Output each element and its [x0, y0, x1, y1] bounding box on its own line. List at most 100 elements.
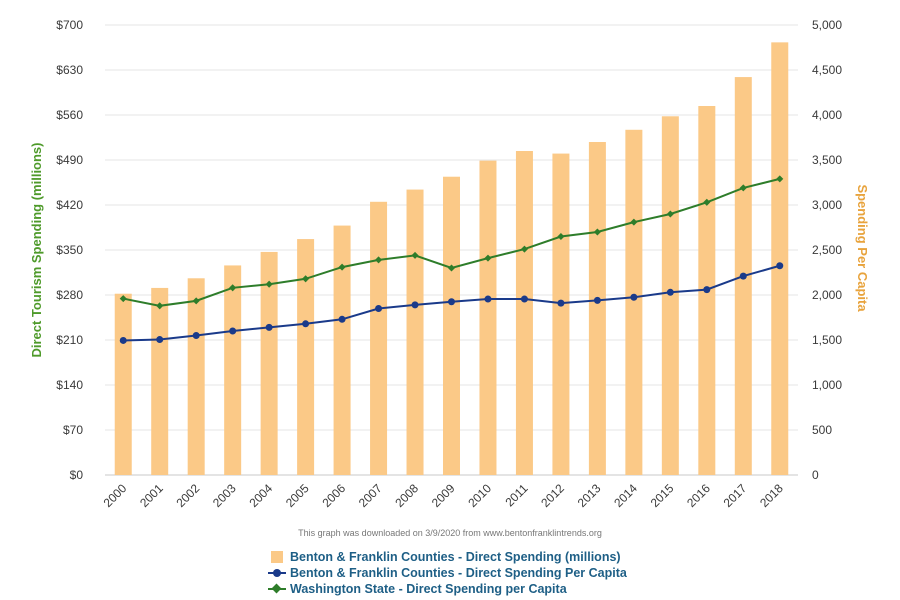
county-per-capita-point[interactable]	[776, 262, 784, 270]
x-tick-label: 2008	[392, 481, 421, 510]
county-per-capita-point[interactable]	[593, 296, 601, 304]
bar[interactable]	[479, 160, 497, 475]
state-per-capita-point[interactable]	[447, 264, 456, 272]
right-tick-label: 2,000	[812, 288, 842, 302]
x-tick-label: 2009	[429, 481, 458, 510]
state-per-capita-point[interactable]	[703, 198, 711, 206]
x-tick-label: 2005	[283, 481, 312, 510]
x-tick-label: 2011	[502, 481, 530, 509]
legend: Benton & Franklin Counties - Direct Spen…	[268, 549, 627, 597]
bar[interactable]	[406, 189, 424, 476]
bar[interactable]	[224, 265, 242, 475]
x-tick-label: 2010	[465, 481, 494, 510]
right-axis-title: Spending Per Capita	[855, 184, 870, 312]
right-tick-label: 3,500	[812, 153, 842, 167]
state-per-capita-point[interactable]	[776, 175, 784, 183]
county-per-capita-point[interactable]	[448, 298, 455, 306]
x-tick-label: 2002	[174, 481, 203, 510]
county-per-capita-point[interactable]	[411, 301, 419, 309]
state-per-capita-point[interactable]	[265, 280, 273, 288]
x-tick-label: 2014	[611, 481, 640, 510]
state-per-capita-point[interactable]	[338, 263, 346, 271]
county-per-capita-point[interactable]	[557, 299, 565, 307]
right-tick-label: 5,000	[812, 18, 842, 32]
state-per-capita-point[interactable]	[302, 275, 310, 283]
right-axis-ticks: 0 500 1,000 1,500 2,000 2,500 3,000 3,500 4,000 4…	[812, 18, 842, 482]
left-tick-label: $70	[63, 423, 83, 437]
legend-label: Benton & Franklin Counties - Direct Spen…	[290, 566, 627, 580]
x-axis-ticks: 2000 2001 2002 2003 2004 2005 2006 2007 2008 2009…	[101, 481, 787, 510]
x-tick-label: 2016	[684, 481, 713, 510]
legend-item-bar[interactable]: Benton & Franklin Counties - Direct Spen…	[268, 549, 627, 565]
state-per-capita-point[interactable]	[557, 232, 565, 241]
x-tick-label: 2001	[137, 481, 166, 510]
left-tick-label: $210	[56, 333, 83, 347]
county-per-capita-point[interactable]	[666, 288, 674, 296]
state-per-capita-point[interactable]	[229, 284, 237, 292]
bar[interactable]	[333, 225, 351, 475]
county-per-capita-point[interactable]	[192, 332, 200, 339]
bar[interactable]	[260, 251, 278, 475]
line-series	[119, 175, 784, 344]
state-per-capita-point[interactable]	[119, 295, 127, 303]
county-per-capita-point[interactable]	[739, 272, 747, 280]
bar[interactable]	[771, 42, 789, 475]
state-per-capita-point[interactable]	[630, 218, 638, 226]
bar[interactable]	[187, 278, 205, 475]
right-tick-label: 1,500	[812, 333, 842, 347]
county-per-capita-point[interactable]	[484, 295, 492, 303]
county-per-capita-point[interactable]	[703, 286, 711, 294]
legend-item-state-per-capita[interactable]: Washington State - Direct Spending per C…	[268, 581, 627, 597]
state-per-capita-point[interactable]	[411, 251, 419, 259]
county-per-capita-point[interactable]	[265, 323, 273, 331]
download-note: This graph was downloaded on 3/9/2020 fr…	[298, 528, 602, 538]
state-per-capita-point[interactable]	[666, 210, 674, 218]
x-tick-label: 2015	[648, 481, 677, 510]
bar[interactable]	[515, 151, 533, 475]
county-per-capita-point[interactable]	[338, 315, 346, 323]
left-tick-label: $700	[56, 18, 83, 32]
left-tick-label: $560	[56, 108, 83, 122]
right-tick-label: 2,500	[812, 243, 842, 257]
bar[interactable]	[297, 239, 315, 475]
county-per-capita-point[interactable]	[630, 293, 638, 301]
bar-series	[114, 42, 789, 476]
right-tick-label: 4,500	[812, 63, 842, 77]
x-tick-label: 2004	[246, 481, 275, 510]
state-per-capita-point[interactable]	[156, 302, 164, 310]
county-per-capita-point[interactable]	[375, 305, 383, 312]
right-tick-label: 4,000	[812, 108, 842, 122]
bar[interactable]	[443, 176, 460, 475]
left-tick-label: $630	[56, 63, 83, 77]
county-per-capita-point[interactable]	[119, 336, 127, 344]
x-tick-label: 2003	[210, 481, 239, 510]
x-tick-label: 2013	[575, 481, 604, 510]
county-per-capita-point[interactable]	[156, 336, 164, 344]
county-per-capita-point[interactable]	[302, 320, 310, 328]
left-tick-label: $350	[56, 243, 83, 257]
right-tick-label: 0	[812, 468, 819, 482]
bar[interactable]	[114, 293, 132, 475]
county-per-capita-point[interactable]	[520, 295, 528, 303]
left-tick-label: $140	[56, 378, 83, 392]
left-tick-label: $420	[56, 198, 83, 212]
legend-item-county-per-capita[interactable]: Benton & Franklin Counties - Direct Spen…	[268, 565, 627, 581]
x-tick-label: 2000	[101, 481, 130, 510]
bar[interactable]	[370, 201, 388, 476]
state-per-capita-point[interactable]	[192, 297, 200, 305]
county-per-capita-point[interactable]	[229, 327, 237, 335]
state-per-capita-point[interactable]	[484, 254, 492, 262]
state-per-capita-point[interactable]	[520, 245, 528, 253]
x-tick-label: 2017	[721, 481, 750, 510]
x-tick-label: 2018	[757, 481, 786, 510]
bar[interactable]	[588, 142, 606, 475]
state-per-capita-point[interactable]	[739, 184, 747, 192]
diamond-marker-icon	[268, 581, 286, 597]
legend-label: Benton & Franklin Counties - Direct Spen…	[290, 550, 621, 564]
right-tick-label: 1,000	[812, 378, 842, 392]
bar[interactable]	[151, 287, 169, 475]
state-per-capita-point[interactable]	[375, 256, 383, 264]
bar[interactable]	[625, 129, 643, 476]
state-per-capita-point[interactable]	[593, 228, 601, 236]
bar[interactable]	[552, 153, 570, 476]
